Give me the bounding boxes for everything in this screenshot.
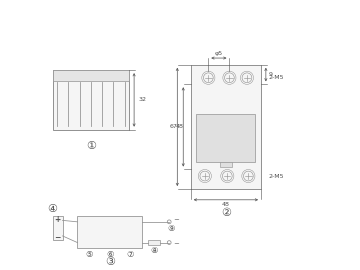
Text: 32: 32 [139, 97, 147, 102]
Bar [220, 162, 232, 167]
Bar [197, 114, 255, 162]
Text: +: + [55, 215, 61, 224]
Text: 2-M5: 2-M5 [269, 174, 284, 178]
Bar [77, 216, 142, 248]
Text: ⑦: ⑦ [127, 250, 134, 259]
Bar [191, 65, 261, 189]
Text: ⑤: ⑤ [85, 250, 93, 259]
Text: 2-M5: 2-M5 [269, 75, 284, 80]
Text: 48: 48 [176, 124, 184, 129]
Text: ②: ② [221, 208, 231, 218]
Text: ③: ③ [105, 257, 115, 268]
Text: φ5: φ5 [215, 51, 223, 56]
Text: ⑧: ⑧ [150, 246, 157, 255]
Bar [53, 70, 129, 130]
Text: ~: ~ [173, 241, 179, 247]
Bar [53, 70, 129, 81]
Text: 48: 48 [222, 202, 230, 207]
Bar [53, 216, 63, 240]
Text: ④: ④ [47, 204, 57, 214]
Text: ⑨: ⑨ [168, 224, 175, 233]
Text: ~: ~ [173, 217, 179, 224]
Text: ⑥: ⑥ [106, 250, 113, 259]
Text: 67: 67 [170, 124, 178, 129]
Bar [148, 240, 160, 245]
Text: 9: 9 [268, 72, 272, 77]
Text: −: − [55, 232, 61, 242]
Text: ①: ① [86, 141, 96, 151]
